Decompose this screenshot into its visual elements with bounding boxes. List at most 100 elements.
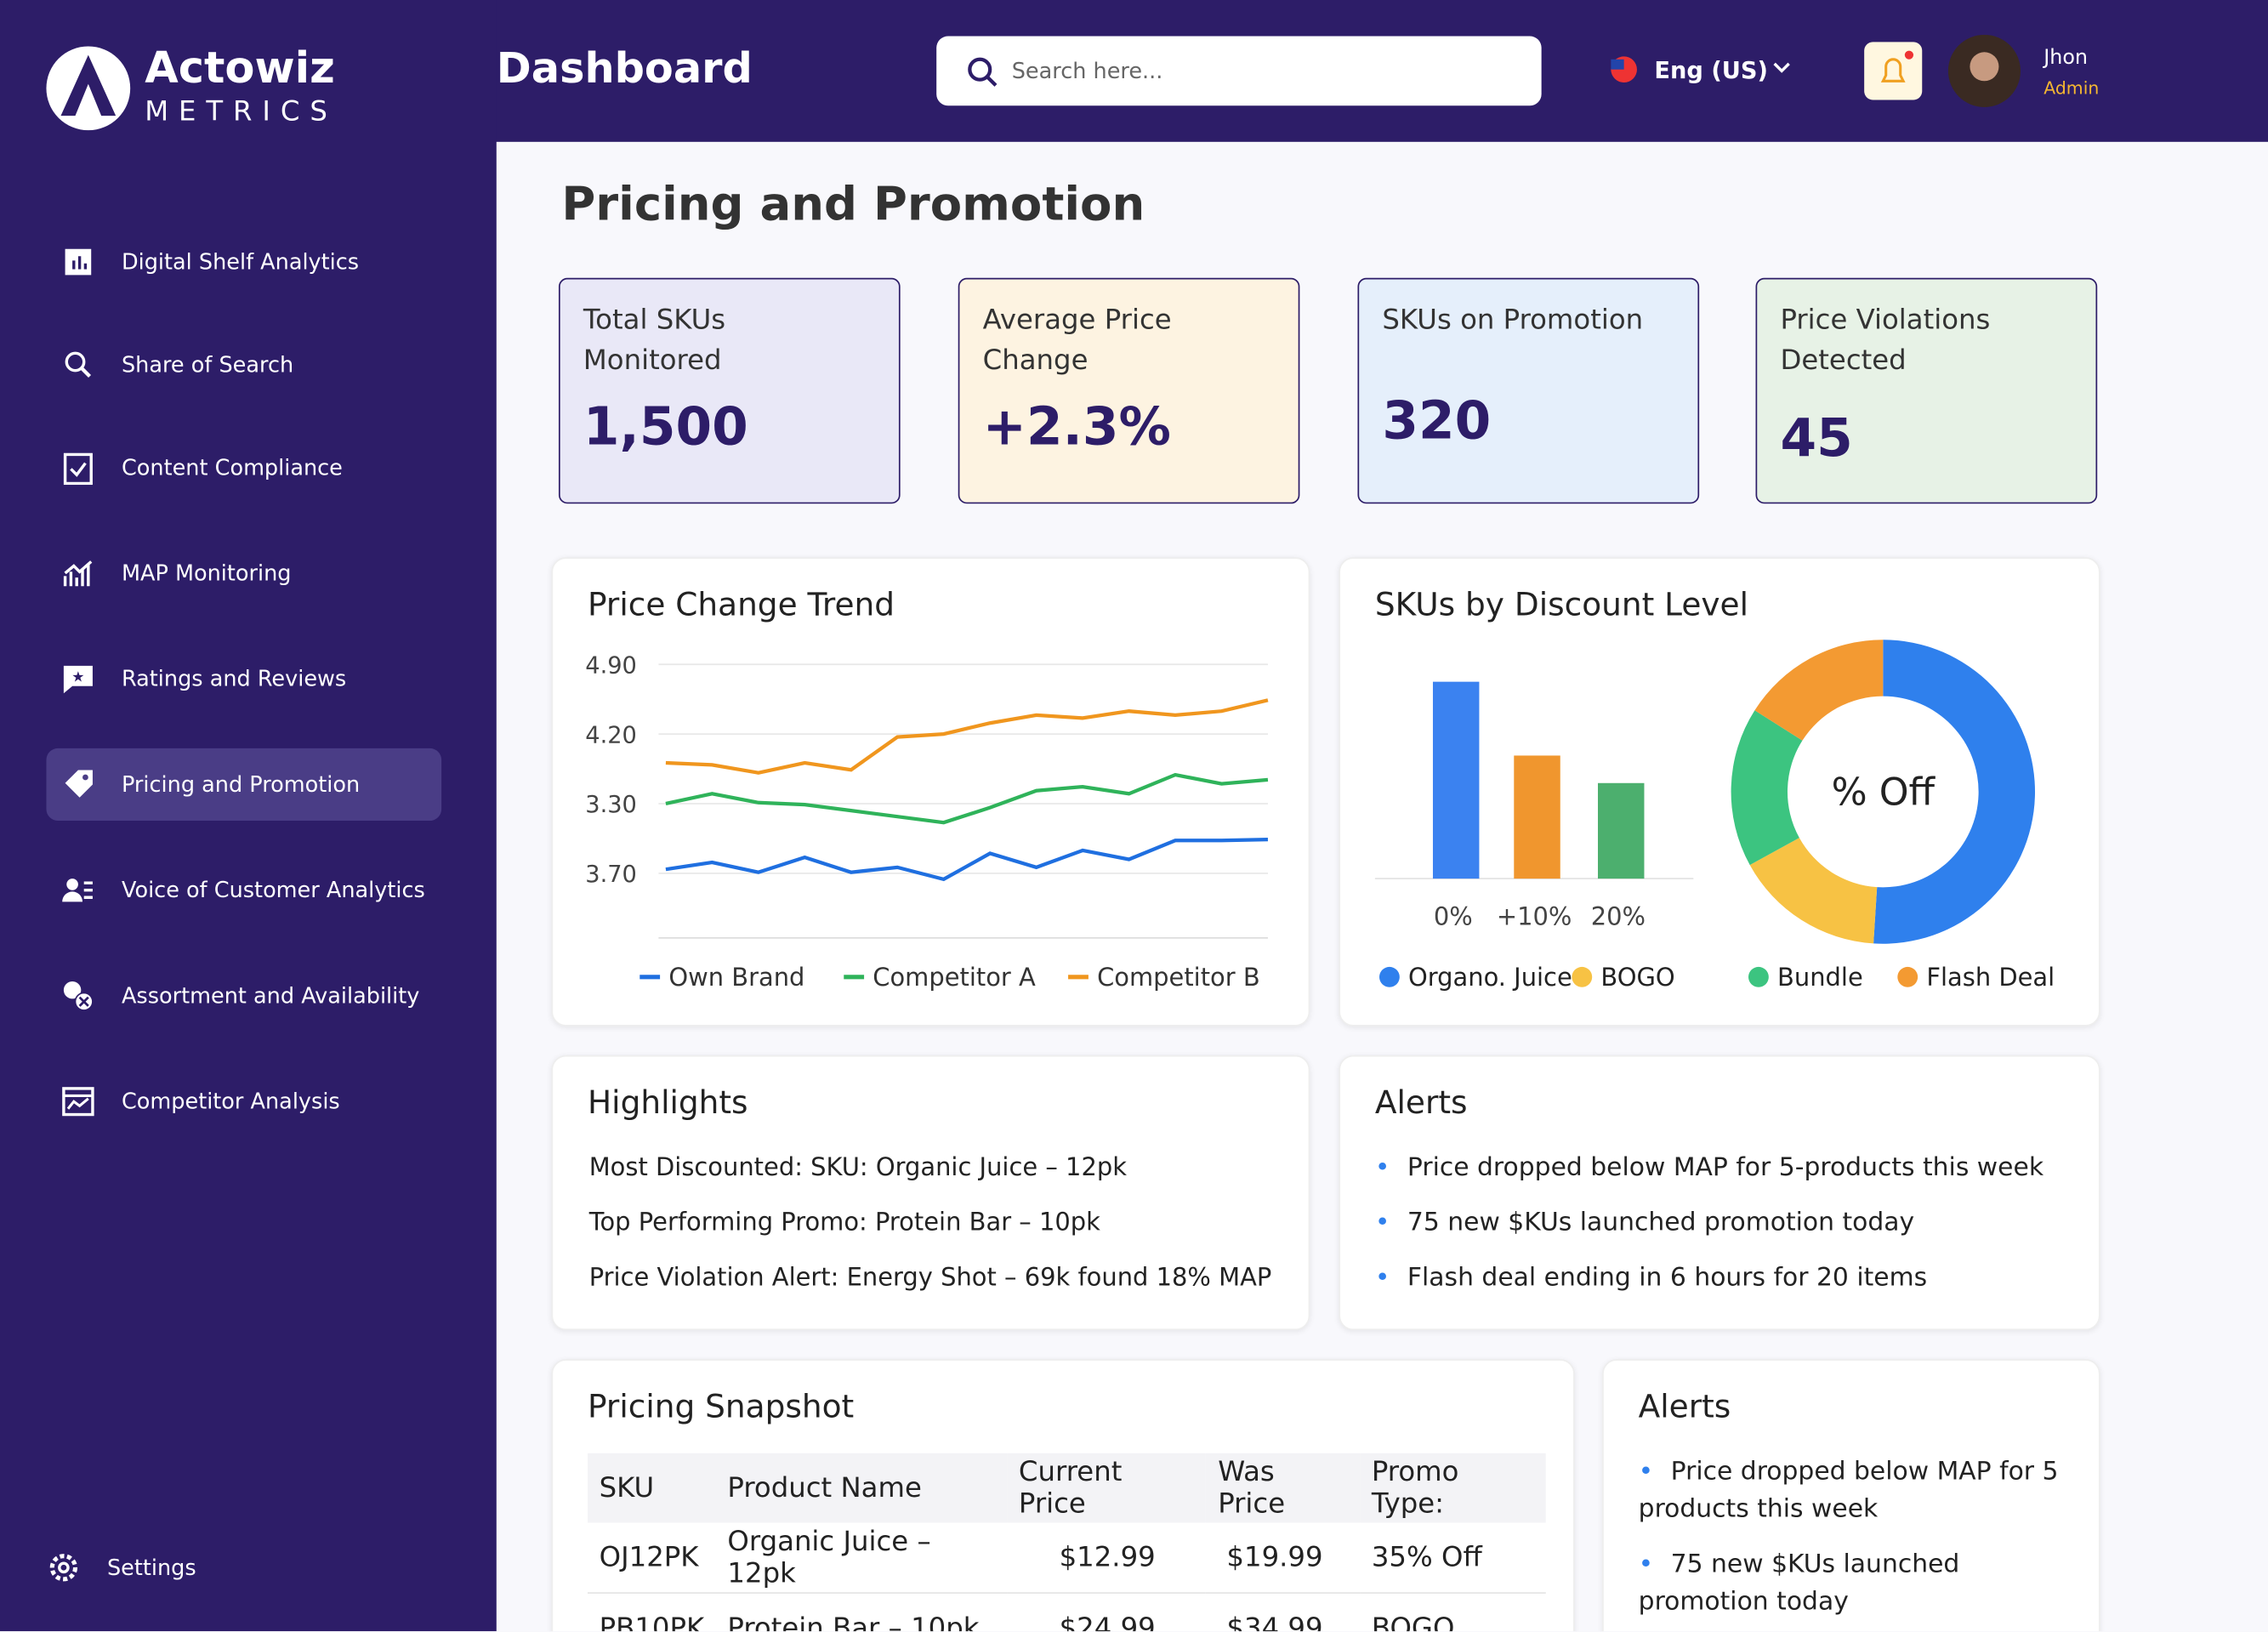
nav-item[interactable]: MAP Monitoring [46,537,441,609]
nav-item[interactable]: Digital Shelf Analytics [46,226,441,299]
nav-icon [65,770,93,798]
kpi-label: Price Violations Detected [1780,304,1991,377]
nav-item[interactable]: Voice of Customer Analytics [46,854,441,926]
alert: Price dropped below MAP for 5 products t… [1639,1453,2080,1529]
alerts-card: Alerts Price dropped below MAP for 5-pro… [1339,1055,2100,1331]
bar [1432,681,1480,879]
cell: BOGO [1360,1593,1546,1632]
highlight: Price Violation Alert: Energy Shot – 69k… [588,1263,1272,1293]
nav-label: Content Compliance [121,454,343,481]
nav-item[interactable]: Competitor Analysis [46,1066,441,1138]
settings-icon [49,1554,78,1582]
donut-center-label: % Off [1832,771,1936,814]
table-header: SKU Product Name Current Price Was Price Pro… [588,1453,1546,1523]
nav-item[interactable]: Assortment and Availability [46,959,441,1032]
donut-segment [1754,640,1884,741]
y-tick-label: 4.90 [585,652,637,679]
legend-label: Competitor A [873,963,1036,992]
kpi-value: 1,500 [583,398,748,458]
y-tick-label: 3.30 [585,792,637,818]
user-role: Admin [2043,77,2100,99]
highlight: Top Performing Promo: Protein Bar – 10pk [588,1208,1100,1238]
kpi-label: Total SKUs Monitored [583,304,726,377]
cell: 35% Off [1360,1522,1546,1594]
donut-segment [1731,710,1803,866]
alert: 75 new $KUs launched promotion today [1639,1546,2080,1622]
highlights-list: Most Discounted: SKU: Organic Juice – 12… [589,1140,1272,1305]
legend-label: Bundle [1777,963,1863,992]
alert: Flash deal ending in 6 hours for 20 item… [1375,1251,2043,1306]
col-header: Promo Type: [1360,1453,1546,1523]
legend-label: Competitor B [1097,963,1260,992]
cell: Protein Bar – 10pk [715,1593,1008,1632]
alerts-list: Price dropped below MAP for 5-products t… [1375,1140,2043,1305]
nav-item[interactable]: Share of Search [46,328,441,401]
col-header: Current Price [1007,1453,1207,1523]
avatar[interactable] [1947,34,2021,107]
cell: $24.99 [1007,1593,1207,1632]
legend-label: BOGO [1600,963,1674,992]
x-tick-label: 0% [1434,902,1473,931]
user-name: Jhon [2043,46,2089,70]
search-placeholder: Search here... [1011,58,1163,84]
kpi-value: 320 [1382,392,1492,452]
bell [1880,50,1914,82]
snapshot-card: Pricing Snapshot SKU Product Name Current … [551,1359,1575,1632]
discount-card: SKUs by Discount Level [1339,557,2100,1026]
table-row: OJ12PK Organic Juice – 12pk $12.99 $19.99 35… [588,1522,1546,1594]
nav-item[interactable]: ★ Ratings and Reviews [46,643,441,715]
cell: $12.99 [1007,1522,1207,1594]
notification-button[interactable] [1864,42,1923,100]
snapshot-table: SKU Product Name Current Price Was Price Pro… [588,1453,1546,1632]
chevron[interactable] [1771,60,1792,75]
highlight: Most Discounted: SKU: Organic Juice – 12… [588,1153,1128,1183]
legend-label: Organo. Juice [1408,963,1572,992]
kpi-card: SKUs on Promotion 320 [1357,277,1700,504]
nav-label: MAP Monitoring [121,560,292,587]
col-header: Was Price [1206,1453,1361,1523]
card-title: SKUs by Discount Level [1374,588,1748,624]
donut-segment [1873,640,2036,944]
svg-text:★: ★ [71,669,84,686]
language[interactable]: Eng (US) [1654,56,1768,84]
col-header: Product Name [715,1453,1008,1523]
alerts2-list: Price dropped below MAP for 5 products t… [1639,1453,2080,1621]
card-title: Pricing Snapshot [588,1389,855,1426]
legend-label: Flash Deal [1926,963,2055,992]
nav-item[interactable]: Pricing and Promotion [46,748,442,822]
line [665,698,1269,775]
nav-icon [63,981,94,1011]
highlights-card: Highlights Most Discounted: SKU: Organic… [551,1055,1310,1331]
nav-label: Assortment and Availability [121,982,420,1009]
brand-sub: METRICS [145,95,338,128]
nav-label: Competitor Analysis [121,1088,340,1115]
nav-icon: ★ [63,665,93,694]
nav-icon [62,1087,94,1117]
search-icon [968,57,998,87]
col-header: SKU [588,1453,716,1523]
brand: Actowiz [145,43,335,94]
cell: Organic Juice – 12pk [715,1522,1008,1594]
line [665,772,1269,825]
nav-item[interactable]: Content Compliance [46,431,441,503]
settings[interactable]: Settings [31,1532,427,1604]
kpi-label: Average Price Change [982,304,1172,377]
nav-label: Pricing and Promotion [121,771,361,798]
cell: PB10PK [588,1593,716,1632]
page-title: Pricing and Promotion [561,176,1145,232]
legend-dot [1379,966,1400,987]
card-title: Price Change Trend [588,588,895,624]
kpi-label: SKUs on Promotion [1382,304,1644,336]
kpi-value: 45 [1780,409,1853,469]
search-box[interactable]: Search here... [936,36,1542,106]
alert: Price dropped below MAP for 5-products t… [1375,1140,2043,1196]
settings-label: Settings [106,1554,196,1581]
x-tick-label: +10% [1497,902,1572,931]
alerts2-card: Alerts Price dropped below MAP for 5 pro… [1602,1359,2100,1632]
nav-label: Voice of Customer Analytics [121,877,425,904]
logo [46,46,131,131]
nav-icon [62,879,93,902]
